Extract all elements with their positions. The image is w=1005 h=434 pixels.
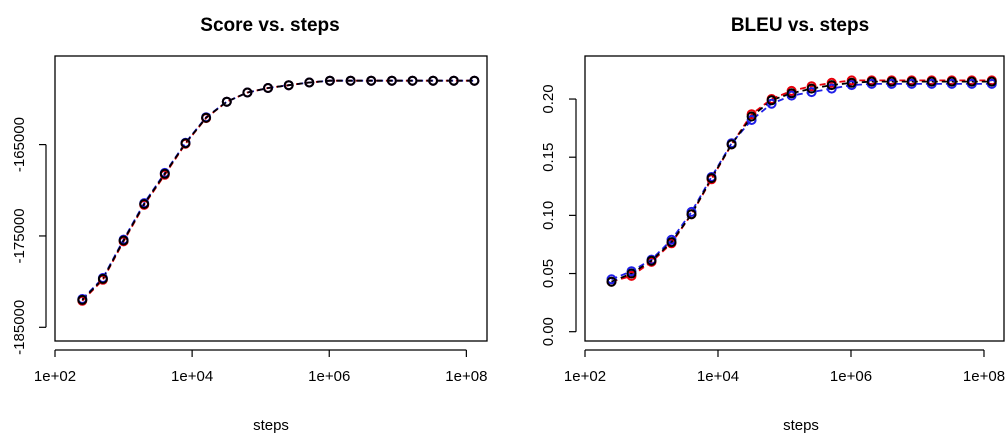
y-tick-label: 0.10 [540,201,557,230]
data-point [77,294,88,305]
data-point [221,96,232,107]
x-axis-label: steps [253,417,289,434]
data-point [846,77,857,88]
y-tick-label: -175000 [11,208,28,263]
data-point [826,83,837,94]
chart-title: Score vs. steps [200,15,339,36]
data-point [766,98,777,109]
data-point [966,76,977,87]
x-axis-label: steps [783,417,819,434]
data-point [786,88,797,99]
x-tick-label: 1e+08 [963,368,1005,385]
data-point [242,87,253,98]
series-line [81,79,475,302]
data-point [646,255,657,266]
y-tick-label: -185000 [11,300,28,355]
data-point [97,273,108,284]
data-point [324,75,335,86]
x-tick-label: 1e+04 [171,368,213,385]
series-line [81,79,475,300]
data-point [386,75,397,86]
data-point [407,75,418,86]
x-tick-label: 1e+06 [830,368,872,385]
data-point [606,276,617,287]
data-point [366,75,377,86]
data-point [986,76,997,87]
data-point [263,83,273,93]
data-point [766,95,777,106]
data-point [826,80,837,91]
chart-bleu: BLEU vs. steps 1e+02 1e+04 1e+06 1e+08 0.00 0… [540,15,1005,434]
data-point [726,139,737,150]
data-point [626,268,637,279]
x-tick-label: 1e+04 [697,368,739,385]
data-point [946,76,957,87]
x-tick-label: 1e+02 [34,368,76,385]
data-point [706,173,717,184]
series-line [611,79,992,283]
plot-frame [54,55,488,342]
data-point [428,75,439,86]
series-line [81,79,475,301]
data-point [448,75,459,86]
data-point [906,76,917,87]
data-point [118,235,129,246]
data-point [345,75,356,86]
series-line [611,83,992,281]
data-point [304,77,315,88]
data-point [806,87,817,98]
data-point [469,75,480,86]
x-tick-label: 1e+08 [445,368,487,385]
y-tick-label: 0.05 [540,259,557,288]
data-point [283,80,294,91]
series-line [611,80,992,283]
data-point [159,168,170,179]
data-point [806,83,817,94]
chart-title: BLEU vs. steps [731,15,869,36]
chart-score: Score vs. steps 1e+02 1e+04 1e+06 1e+08 -185… [11,15,488,434]
y-tick-label: -165000 [11,117,28,172]
x-tick-label: 1e+06 [308,368,350,385]
data-marks [606,75,997,287]
data-point [886,76,897,87]
y-tick-label: 0.00 [540,317,557,346]
data-point [180,138,191,149]
y-tick-label: 0.20 [540,84,557,113]
data-point [926,76,937,87]
data-point [139,199,150,209]
y-tick-label: 0.15 [540,143,557,172]
data-point [201,112,212,123]
plot-frame [584,55,1005,342]
data-point [866,76,877,87]
axes: 1e+02 1e+04 1e+06 1e+08 -185000 -175000 -16500… [11,117,487,385]
data-point [686,209,697,220]
data-point [746,115,757,125]
data-marks [77,75,480,306]
data-point [746,111,757,122]
data-point [666,237,677,248]
x-tick-label: 1e+02 [564,368,606,385]
axes: 1e+02 1e+04 1e+06 1e+08 0.00 0.05 0.10 0.15 0.20 [540,84,1005,385]
